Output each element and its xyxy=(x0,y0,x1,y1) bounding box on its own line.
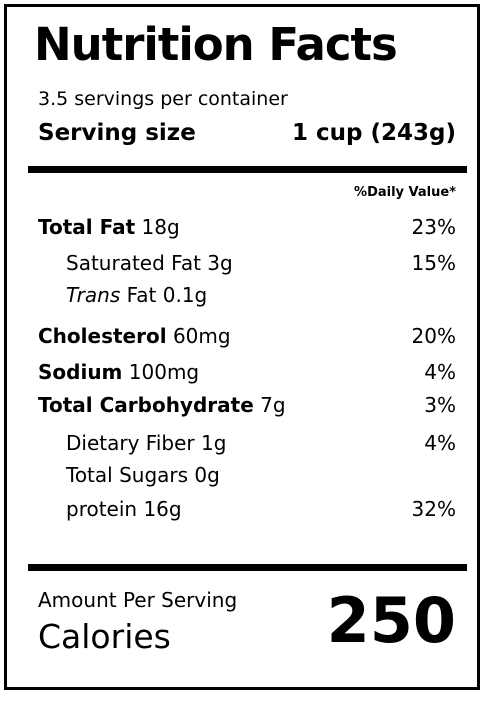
nutrient-daily-value: 4% xyxy=(424,431,456,455)
nutrient-name: Dietary Fiber xyxy=(66,431,195,455)
nutrient-amount: 60mg xyxy=(172,324,231,348)
nutrient-daily-value: 23% xyxy=(411,215,456,239)
thick-divider-bottom xyxy=(28,564,467,571)
nutrient-daily-value: 20% xyxy=(411,324,456,348)
nutrient-amount: 18g xyxy=(141,215,180,239)
nutrient-row-sodium: Sodium 100mg 4% xyxy=(38,358,456,386)
serving-size-value: 1 cup (243g) xyxy=(292,120,456,146)
nutrient-daily-value: 4% xyxy=(424,360,456,384)
nutrient-amount: 3g xyxy=(207,251,233,275)
label-title: Nutrition Facts xyxy=(34,18,398,71)
nutrient-amount: 100mg xyxy=(128,360,200,384)
nutrient-daily-value: 32% xyxy=(411,497,456,521)
amount-per-serving-label: Amount Per Serving xyxy=(38,588,238,612)
nutrient-amount: 1g xyxy=(200,431,227,455)
nutrient-row-saturated-fat: Saturated Fat 3g 15% xyxy=(38,249,456,277)
nutrient-amount: 7g xyxy=(260,393,286,417)
nutrient-name: Saturated Fat xyxy=(66,251,201,275)
nutrient-name: Total Carbohydrate xyxy=(38,393,254,417)
nutrient-name: protein xyxy=(66,497,138,521)
thick-divider-top xyxy=(28,166,467,173)
nutrient-amount: 16g xyxy=(143,497,182,521)
nutrient-row-total-sugars: Total Sugars 0g xyxy=(38,461,456,489)
nutrient-row-total-fat: Total Fat 18g 23% xyxy=(38,213,456,241)
nutrient-daily-value: 3% xyxy=(424,393,456,417)
nutrient-name-prefix: Trans xyxy=(66,283,121,307)
nutrient-row-cholesterol: Cholesterol 60mg 20% xyxy=(38,322,456,350)
nutrient-row-dietary-fiber: Dietary Fiber 1g 4% xyxy=(38,429,456,457)
calories-value: 250 xyxy=(326,584,456,657)
daily-value-header: %Daily Value* xyxy=(354,185,456,200)
nutrient-amount: 0.1g xyxy=(162,283,208,307)
nutrient-row-total-carbohydrate: Total Carbohydrate 7g 3% xyxy=(38,391,456,419)
nutrition-facts-panel xyxy=(4,4,480,690)
nutrient-daily-value: 15% xyxy=(411,251,456,275)
nutrient-name: Sodium xyxy=(38,360,123,384)
nutrient-amount: 0g xyxy=(194,463,220,487)
nutrient-name: Fat xyxy=(126,283,157,307)
nutrient-name: Total Sugars xyxy=(66,463,189,487)
nutrient-name: Total Fat xyxy=(38,215,136,239)
serving-size-label: Serving size xyxy=(38,120,196,146)
nutrient-name: Cholesterol xyxy=(38,324,167,348)
servings-per-container: 3.5 servings per container xyxy=(38,88,288,110)
nutrient-row-trans-fat: Trans Fat 0.1g xyxy=(38,281,456,309)
nutrient-row-protein: protein 16g 32% xyxy=(38,495,456,523)
calories-label: Calories xyxy=(38,617,171,656)
